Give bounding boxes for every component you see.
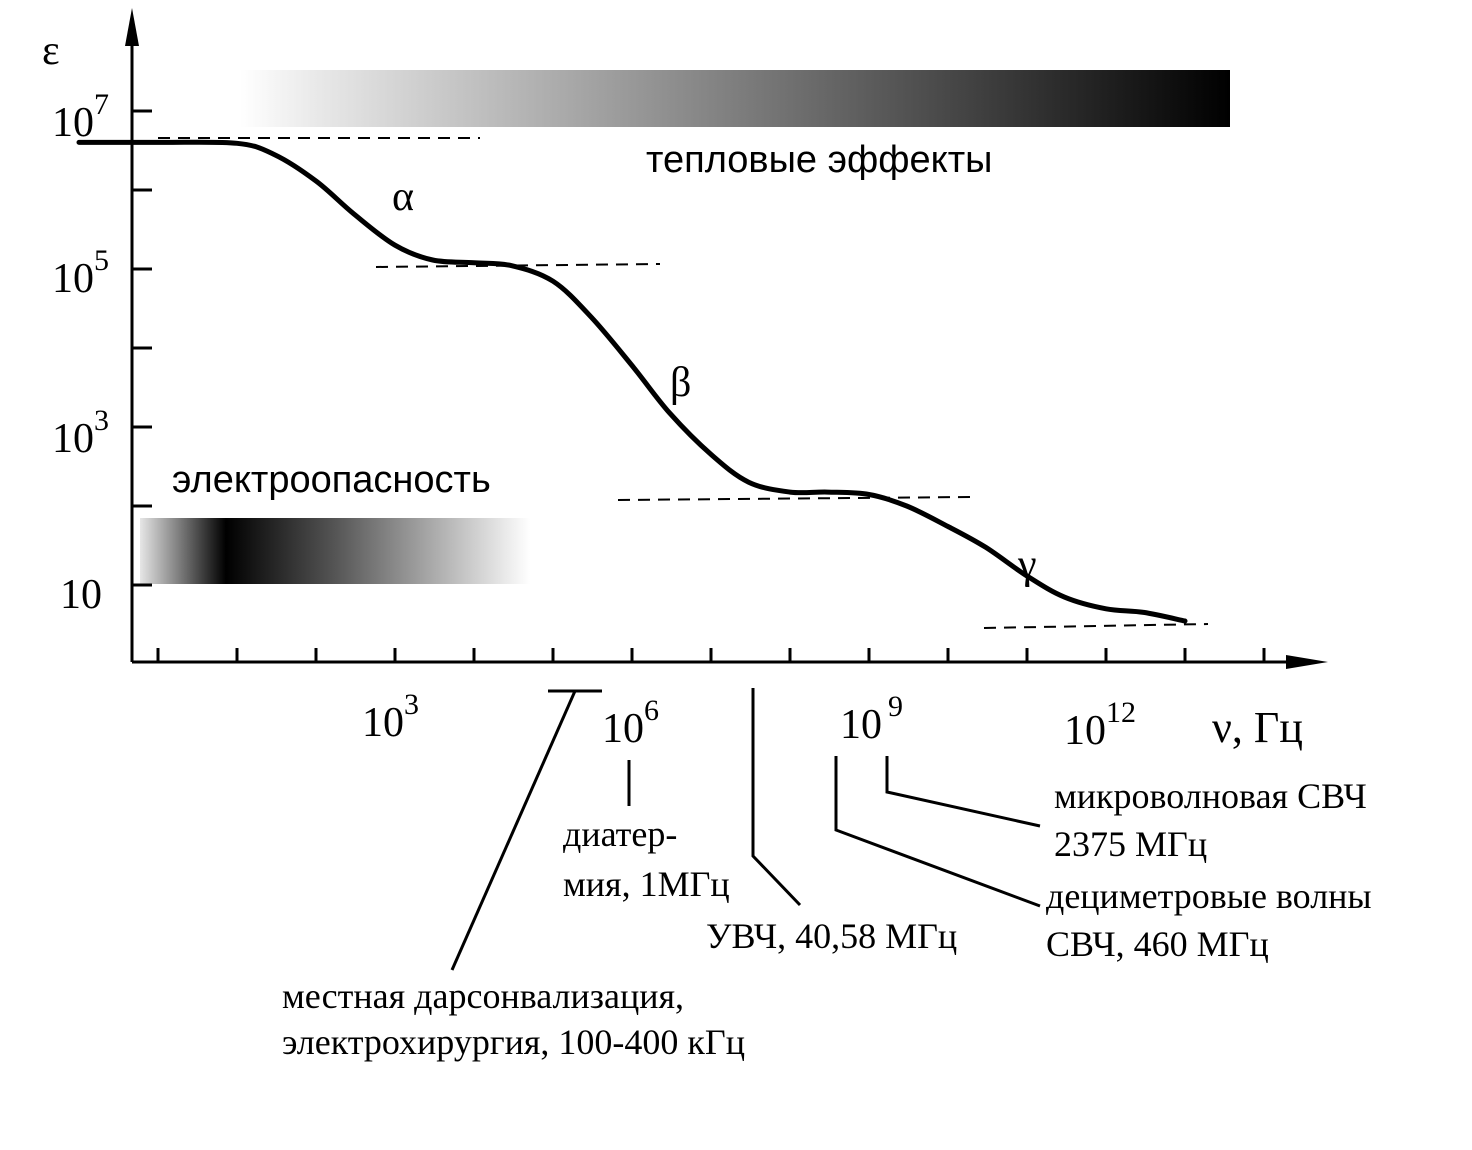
- y-tick-label-1e3: 103: [52, 404, 109, 462]
- x-axis-label: ν, Гц: [1212, 703, 1303, 752]
- annotation-line: УВЧ, 40,58 МГц: [706, 916, 957, 956]
- annotation-microwave: микроволновая СВЧ 2375 МГц: [1054, 776, 1376, 864]
- annotation-line: 2375 МГц: [1054, 824, 1207, 864]
- annotation-line: местная дарсонвализация,: [282, 976, 684, 1016]
- y-axis-label: ε: [42, 28, 60, 74]
- annotation-darsonvalization: местная дарсонвализация, электрохирургия…: [282, 976, 745, 1062]
- y-tick-base: 10: [60, 572, 102, 618]
- alpha-dispersion-label: α: [392, 174, 414, 220]
- x-tick-label-1e3: 103: [362, 688, 419, 746]
- annotation-line: СВЧ, 460 МГц: [1046, 924, 1269, 964]
- plateau-line: [983, 623, 1209, 629]
- gamma-dispersion-label: γ: [1017, 542, 1037, 588]
- annotation-line: микроволновая СВЧ: [1054, 776, 1367, 816]
- x-tick-label-1e9: 10 9: [840, 690, 903, 748]
- x-tick-exp: 12: [1106, 696, 1136, 729]
- microwave-leader: [885, 756, 1041, 828]
- y-tick-exp: 3: [94, 404, 109, 437]
- y-tick-base: 10: [52, 256, 94, 302]
- electrical-hazard-label: электроопасность: [172, 459, 491, 501]
- y-tick-exp: 7: [94, 88, 109, 121]
- annotation-uhf: УВЧ, 40,58 МГц: [706, 916, 957, 956]
- thermal-effects-label: тепловые эффекты: [646, 139, 992, 181]
- uhf-leader: [751, 688, 802, 907]
- x-tick-base: 10: [362, 700, 404, 746]
- y-axis-arrow: [125, 8, 139, 46]
- x-tick-label-1e6: 106: [602, 694, 659, 752]
- y-tick-label-1e7: 107: [52, 88, 109, 146]
- y-tick-label-10: 10: [60, 572, 102, 618]
- y-ticks: [132, 109, 152, 587]
- x-tick-base: 10: [1064, 708, 1106, 754]
- annotation-leaders: [450, 688, 1041, 971]
- annotation-line: дециметровые волны: [1046, 876, 1372, 916]
- x-tick-exp: 9: [888, 690, 903, 723]
- annotation-decimeter: дециметровые волны СВЧ, 460 МГц: [1046, 876, 1381, 964]
- annotation-line: электрохирургия, 100-400 кГц: [282, 1022, 745, 1062]
- x-tick-base: 10: [840, 702, 882, 748]
- x-tick-exp: 3: [404, 688, 419, 721]
- darsonvalization-leader: [450, 690, 577, 971]
- annotation-diathermy: диатер- мия, 1МГц: [563, 814, 730, 904]
- x-tick-base: 10: [602, 706, 644, 752]
- x-axis-arrow: [1286, 655, 1328, 669]
- x-tick-label-1e12: 1012: [1064, 696, 1136, 754]
- thermal-effects-band: [240, 70, 1230, 127]
- y-tick-base: 10: [52, 100, 94, 146]
- plateau-line: [617, 496, 973, 501]
- permittivity-curve: [76, 139, 1188, 624]
- y-tick-label-1e5: 105: [52, 244, 109, 302]
- annotation-line: диатер-: [563, 814, 677, 854]
- y-tick-base: 10: [52, 416, 94, 462]
- y-tick-exp: 5: [94, 244, 109, 277]
- x-ticks: [156, 648, 1266, 662]
- x-tick-exp: 6: [644, 694, 659, 727]
- decimeter-leader: [834, 756, 1041, 908]
- annotation-line: мия, 1МГц: [563, 864, 730, 904]
- beta-dispersion-label: β: [670, 360, 691, 406]
- electrical-hazard-band: [140, 518, 530, 584]
